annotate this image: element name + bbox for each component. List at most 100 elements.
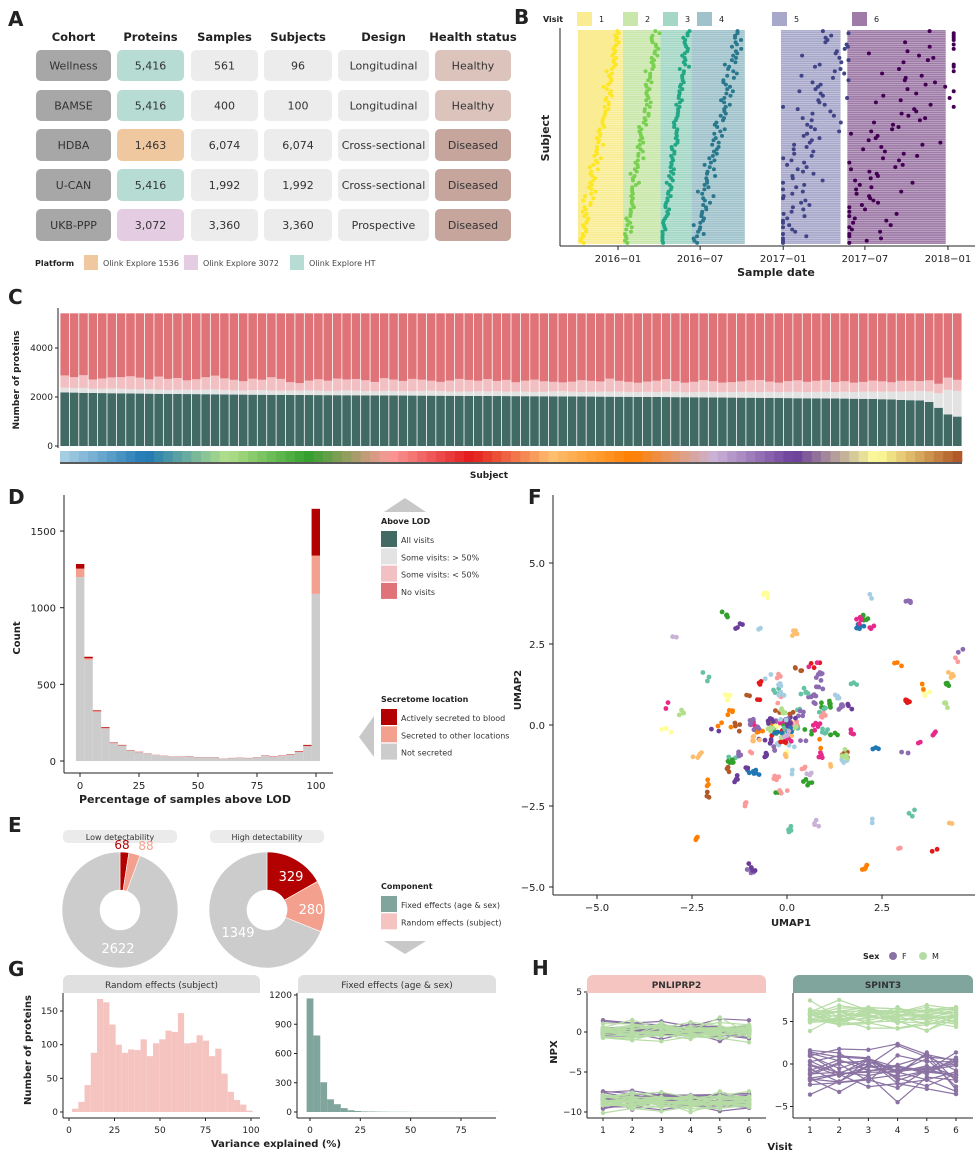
- histogram-bar: [185, 756, 194, 761]
- bar-segment-no-visits: [483, 313, 492, 380]
- legend-label: 3: [685, 15, 690, 24]
- cell-cohort: U-CAN: [56, 179, 91, 192]
- subject-color-key: [651, 451, 662, 462]
- bar-segment-some-visits-50-: [727, 382, 737, 393]
- panel-label-b: B: [514, 5, 529, 29]
- bar-segment-no-visits: [60, 313, 69, 376]
- x-tick-label: 25: [133, 781, 146, 792]
- cell-cohort: BAMSE: [54, 100, 93, 113]
- subject-color-key: [745, 451, 756, 462]
- bar-segment-all-visits: [774, 398, 784, 446]
- umap-point: [746, 770, 752, 776]
- cell-samples: 400: [214, 100, 235, 113]
- legend-marker: [919, 952, 927, 960]
- bar-segment-some-visits-50-: [746, 380, 755, 392]
- table-cell-samples: [191, 209, 258, 241]
- umap-point: [927, 689, 933, 695]
- umap-point: [659, 727, 664, 732]
- bar-segment-some-visits-50-: [511, 382, 520, 392]
- bar-segment-all-visits: [285, 394, 295, 446]
- trajectory-line: [602, 1027, 750, 1036]
- bar-segment-some-visits-50-: [821, 380, 831, 392]
- subject-color-key: [163, 451, 174, 462]
- visit-point: [925, 58, 930, 63]
- umap-point: [946, 670, 951, 675]
- bar-segment-no-visits: [793, 313, 802, 381]
- trajectory-point: [717, 1098, 722, 1103]
- bar-segment-some-visits-50-: [79, 387, 88, 393]
- facet-title: PNLIPRP2: [652, 981, 702, 991]
- histogram-bar: [227, 1091, 234, 1112]
- bar-segment-all-visits: [802, 398, 812, 446]
- umap-point: [756, 626, 761, 632]
- subject-color-key: [642, 451, 653, 462]
- bar-segment-some-visits-50-: [849, 391, 859, 399]
- umap-point: [841, 760, 847, 765]
- cell-samples: 1,992: [209, 179, 241, 192]
- bar-segment-all-visits: [586, 396, 596, 446]
- bar-segment-no-visits: [285, 313, 295, 383]
- bar-segment-some-visits-50-: [163, 378, 173, 390]
- table-cell-cohort: [36, 169, 111, 201]
- subject-color-key: [388, 451, 399, 462]
- table-cell-proteins: [117, 209, 184, 241]
- legend-label: Random effects (subject): [401, 918, 502, 927]
- x-tick-label: 2016−07: [677, 254, 724, 265]
- subject-bar: [755, 313, 765, 446]
- bar-segment-some-visits-50-: [502, 379, 511, 392]
- legend-label: Some visits: > 50%: [401, 553, 480, 562]
- visit-point: [664, 180, 669, 185]
- cell-proteins: 5,416: [135, 60, 167, 73]
- visit-point: [711, 138, 716, 143]
- legend-title: Sex: [863, 952, 880, 961]
- umap-point: [802, 727, 808, 732]
- legend-swatch: [663, 12, 678, 26]
- umap-point: [789, 771, 795, 777]
- trajectory-point: [895, 1063, 900, 1068]
- histogram-bar: [252, 757, 262, 761]
- bar-segment-no-visits: [953, 313, 962, 380]
- subject-bar: [107, 313, 116, 446]
- bar-segment-all-visits: [915, 400, 925, 446]
- subject-bar: [163, 313, 173, 446]
- subject-color-key: [802, 451, 812, 462]
- facet-strip: [210, 830, 324, 843]
- bar-segment-all-visits: [436, 395, 445, 446]
- visit-point: [801, 133, 806, 138]
- subject-bar: [323, 313, 333, 446]
- triangle-left-icon: [359, 716, 374, 757]
- cell-subjects: 96: [291, 60, 305, 73]
- umap-point: [737, 722, 743, 727]
- trajectory-line: [602, 1090, 750, 1099]
- bar-segment-some-visits-50-: [689, 392, 699, 398]
- bar-segment-some-visits-50-: [220, 389, 229, 395]
- histogram-bar: [177, 1013, 185, 1112]
- visit-point: [672, 151, 677, 156]
- subject-bar: [408, 313, 417, 446]
- histogram-bar: [327, 1099, 334, 1113]
- bar-segment-some-visits-50-: [408, 378, 417, 392]
- table-header: Cohort: [52, 30, 96, 44]
- bar-segment: [92, 711, 102, 712]
- visit-point: [804, 234, 809, 239]
- visit-point: [861, 147, 866, 152]
- visit-point: [868, 176, 873, 181]
- subject-color-key: [886, 451, 897, 462]
- bar-segment-some-visits-50-: [426, 390, 436, 396]
- subject-bar: [793, 313, 802, 446]
- subject-trajectory: [600, 1094, 752, 1105]
- bar-segment-all-visits: [135, 393, 145, 446]
- trajectory-point: [895, 1078, 900, 1083]
- subject-bar: [173, 313, 182, 446]
- visit-point: [718, 113, 723, 118]
- bar-segment: [176, 756, 186, 761]
- visit-point: [633, 182, 638, 187]
- visit-point: [845, 44, 850, 49]
- umap-point: [668, 729, 674, 735]
- x-tick-label: 2.5: [874, 903, 890, 914]
- bar-segment-all-visits: [708, 397, 718, 446]
- subject-bar: [267, 313, 276, 447]
- bar-segment-some-visits-50-: [379, 378, 389, 391]
- bar-segment-some-visits-50-: [765, 381, 774, 392]
- bar-segment-no-visits: [135, 313, 145, 378]
